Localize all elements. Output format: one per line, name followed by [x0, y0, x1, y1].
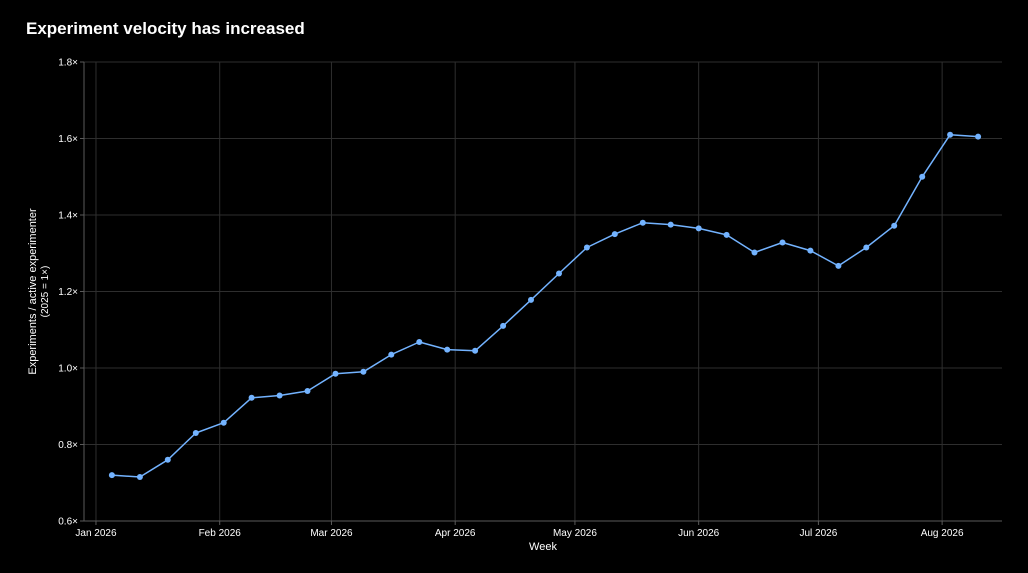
data-point: [136, 474, 143, 480]
data-point: [751, 249, 758, 256]
chart-title: Experiment velocity has increased: [26, 19, 305, 38]
data-point: [108, 472, 115, 479]
data-point: [667, 221, 674, 228]
x-tick-label: Mar 2026: [310, 528, 353, 539]
data-point: [863, 244, 870, 251]
data-point: [583, 244, 590, 251]
data-point: [220, 419, 227, 426]
y-tick-label: 0.6×: [58, 517, 78, 528]
x-tick-label: Jun 2026: [678, 528, 720, 539]
data-point: [556, 270, 562, 277]
y-tick-label: 0.8×: [58, 440, 78, 451]
y-tick-label: 1.8×: [58, 58, 78, 69]
y-tick-label: 1.0×: [58, 364, 78, 375]
data-point: [807, 247, 814, 254]
data-point: [639, 219, 646, 226]
data-point: [975, 133, 982, 140]
x-tick-label: Jan 2026: [75, 528, 117, 539]
data-point: [611, 231, 618, 238]
data-point: [500, 322, 507, 329]
data-point: [276, 392, 283, 399]
data-point: [444, 346, 451, 353]
x-tick-label: Jul 2026: [799, 528, 837, 539]
y-axis-subtitle: (2025 = 1×): [40, 266, 51, 318]
x-tick-label: Feb 2026: [199, 528, 242, 539]
data-point: [891, 222, 898, 229]
data-point: [947, 131, 954, 138]
data-point: [835, 262, 842, 269]
y-axis-title: Experiments / active experimenter: [27, 208, 39, 375]
data-point: [388, 351, 395, 358]
data-point: [528, 296, 534, 303]
x-tick-label: May 2026: [553, 528, 597, 539]
data-point: [248, 394, 255, 401]
data-point: [360, 368, 367, 375]
data-point: [164, 456, 171, 463]
x-tick-label: Aug 2026: [921, 528, 964, 539]
data-point: [416, 339, 423, 345]
y-tick-label: 1.4×: [58, 211, 78, 222]
data-point: [192, 430, 199, 436]
data-point: [919, 173, 926, 180]
grid: [84, 61, 1002, 522]
data-point: [304, 388, 311, 394]
series-line: [111, 133, 979, 478]
data-point: [332, 370, 339, 377]
x-tick-label: Apr 2026: [435, 528, 476, 539]
data-point: [779, 239, 786, 246]
data-point: [723, 231, 730, 238]
series-layer: [108, 131, 982, 480]
x-axis-title: Week: [529, 541, 557, 553]
data-point: [472, 347, 479, 354]
axes: 0.6× 0.8× 1.0× 1.2× 1.4× 1.6× 1.8× Jan 2026 Feb …: [58, 58, 1002, 539]
y-tick-label: 1.2×: [58, 287, 78, 298]
y-tick-label: 1.6×: [58, 134, 78, 145]
data-point: [695, 225, 702, 232]
